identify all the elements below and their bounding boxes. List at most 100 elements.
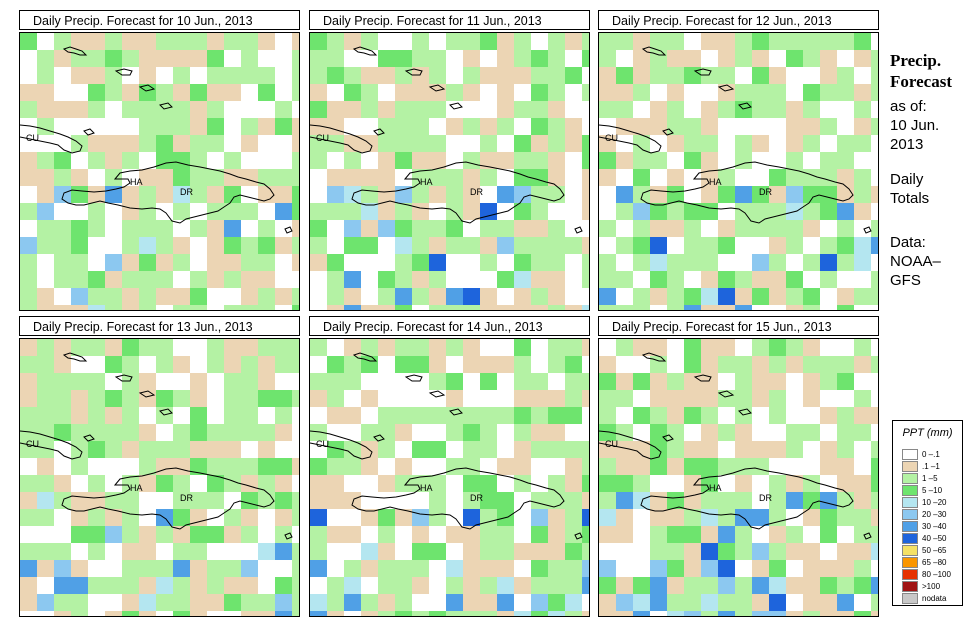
precip-cell <box>752 118 769 135</box>
precip-cell <box>412 50 429 67</box>
precip-cell <box>786 611 803 616</box>
precip-cell <box>480 356 497 373</box>
precip-cell <box>54 101 71 118</box>
precip-cell <box>786 67 803 84</box>
precip-cell <box>718 305 735 310</box>
precip-cell <box>275 458 292 475</box>
precip-cell <box>701 169 718 186</box>
precip-cell <box>173 577 190 594</box>
precip-cell <box>344 356 361 373</box>
islet-coastline <box>428 84 446 92</box>
precip-cell <box>190 577 207 594</box>
precip-cell <box>71 390 88 407</box>
precip-cell <box>667 594 684 611</box>
precip-cell <box>531 594 548 611</box>
precip-cell <box>310 509 327 526</box>
precip-cell <box>820 118 837 135</box>
precip-cell <box>837 611 854 616</box>
precip-cell <box>752 543 769 560</box>
precip-cell <box>667 67 684 84</box>
precip-cell <box>344 475 361 492</box>
precip-cell <box>718 271 735 288</box>
precip-cell <box>327 492 344 509</box>
precip-cell <box>173 543 190 560</box>
precip-cell <box>54 441 71 458</box>
precip-cell <box>871 220 878 237</box>
precip-cell <box>684 356 701 373</box>
precip-cell <box>361 237 378 254</box>
precip-cell <box>344 50 361 67</box>
precip-cell <box>667 526 684 543</box>
precip-cell <box>565 152 582 169</box>
precip-cell <box>854 50 871 67</box>
precip-cell <box>803 356 820 373</box>
precip-cell <box>497 135 514 152</box>
precip-cell <box>292 169 299 186</box>
precip-cell <box>633 135 650 152</box>
precip-cell <box>769 390 786 407</box>
precip-cell <box>531 560 548 577</box>
precip-cell <box>786 356 803 373</box>
precip-cell <box>275 407 292 424</box>
precip-cell <box>633 339 650 356</box>
precip-cell <box>275 373 292 390</box>
precip-cell <box>292 118 299 135</box>
precip-cell <box>361 543 378 560</box>
precip-cell <box>769 186 786 203</box>
precip-cell <box>463 390 480 407</box>
precip-cell <box>412 169 429 186</box>
precip-cell <box>701 305 718 310</box>
precip-cell <box>412 441 429 458</box>
precip-cell <box>684 169 701 186</box>
precip-cell <box>786 237 803 254</box>
precip-cell <box>71 356 88 373</box>
precip-cell <box>446 135 463 152</box>
precip-cell <box>105 560 122 577</box>
precip-cell <box>292 33 299 50</box>
precip-cell <box>616 492 633 509</box>
precip-cell <box>803 237 820 254</box>
precip-cell <box>667 152 684 169</box>
precip-cell <box>633 475 650 492</box>
precip-cell <box>667 424 684 441</box>
precip-cell <box>190 526 207 543</box>
precip-cell <box>684 458 701 475</box>
islet-coastline <box>83 434 95 442</box>
precip-cell <box>684 390 701 407</box>
precip-cell <box>718 407 735 424</box>
precip-cell <box>292 186 299 203</box>
precip-cell <box>463 118 480 135</box>
precip-cell <box>241 339 258 356</box>
precip-cell <box>854 152 871 169</box>
precip-cell <box>463 424 480 441</box>
precip-cell <box>173 254 190 271</box>
precip-cell <box>361 475 378 492</box>
precip-cell <box>480 50 497 67</box>
precip-cell <box>88 492 105 509</box>
precip-cell <box>497 67 514 84</box>
precip-cell <box>122 407 139 424</box>
precip-cell <box>88 33 105 50</box>
precip-cell <box>310 67 327 84</box>
precip-cell <box>37 288 54 305</box>
precip-cell <box>514 186 531 203</box>
islet-coastline <box>738 408 752 416</box>
precip-cell <box>139 305 156 310</box>
precip-cell <box>480 118 497 135</box>
precip-cell <box>514 611 531 616</box>
precip-cell <box>497 33 514 50</box>
precip-cell <box>820 67 837 84</box>
precip-cell <box>310 305 327 310</box>
precip-cell <box>139 271 156 288</box>
precip-cell <box>310 424 327 441</box>
precip-cell <box>599 594 616 611</box>
precip-cell <box>156 254 173 271</box>
precip-cell <box>514 594 531 611</box>
precip-cell <box>752 373 769 390</box>
precip-cell <box>310 33 327 50</box>
precip-cell <box>531 288 548 305</box>
precip-cell <box>54 492 71 509</box>
precip-cell <box>752 441 769 458</box>
precip-cell <box>173 169 190 186</box>
precip-cell <box>701 526 718 543</box>
